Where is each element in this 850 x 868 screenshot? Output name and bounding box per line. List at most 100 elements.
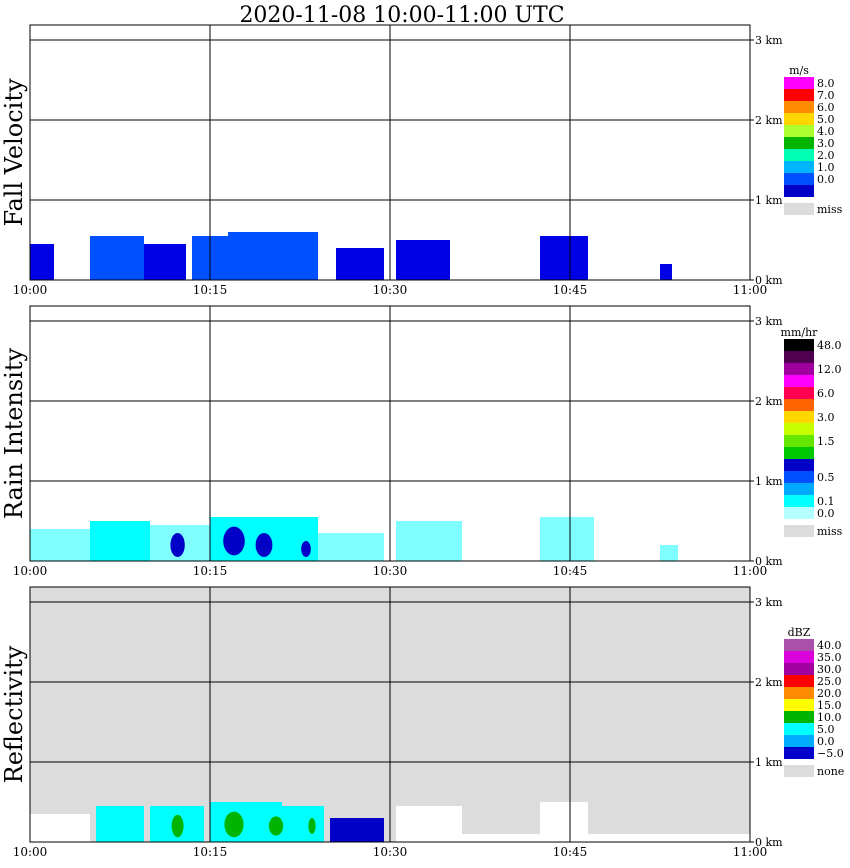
legend-label: 48.0 <box>817 339 842 352</box>
legend-label: 4.0 <box>817 125 835 138</box>
legend-label: 0.1 <box>817 495 835 508</box>
legend-swatch <box>784 723 814 735</box>
panel-reflectivity: 0 km 1 km 2 km 3 km 10:00 10:15 10:30 10:45 11:0… <box>0 586 844 859</box>
legend-label: 8.0 <box>817 77 835 90</box>
y-tick-label: 2 km <box>755 676 783 689</box>
y-tick-label: 1 km <box>755 194 783 207</box>
legend-swatch <box>784 687 814 699</box>
legend-swatch <box>784 675 814 687</box>
echo-region <box>96 806 144 842</box>
x-tick-label: 10:30 <box>373 283 408 297</box>
x-tick-label: 10:00 <box>13 283 48 297</box>
echo-region <box>30 529 90 561</box>
legend-swatch <box>784 113 814 125</box>
echo-region <box>660 545 678 561</box>
y-axis-label: Reflectivity <box>0 645 28 783</box>
legend-label: 3.0 <box>817 411 835 424</box>
chart-title: 2020-11-08 10:00-11:00 UTC <box>239 3 564 28</box>
x-tick-label: 11:00 <box>733 283 768 297</box>
echo-region <box>282 806 324 842</box>
x-tick-label: 10:45 <box>553 283 588 297</box>
x-tick-label: 10:30 <box>373 564 408 578</box>
legend-label: 0.0 <box>817 173 835 186</box>
x-tick-label: 11:00 <box>733 564 768 578</box>
echo-region <box>540 802 588 842</box>
legend-label: 40.0 <box>817 639 842 652</box>
x-tick-label: 10:30 <box>373 845 408 859</box>
legend-swatch <box>784 483 814 495</box>
echo-core <box>255 533 273 557</box>
y-tick-label: 0 km <box>755 555 783 568</box>
legend-label: 0.0 <box>817 507 835 520</box>
legend-swatch <box>784 203 814 215</box>
legend-label: miss <box>817 203 843 216</box>
y-tick-label: 0 km <box>755 274 783 287</box>
x-tick-label: 10:45 <box>553 564 588 578</box>
legend-label: 12.0 <box>817 363 842 376</box>
plot-frame <box>29 586 751 843</box>
legend-swatch <box>784 507 814 519</box>
legend-label: 3.0 <box>817 137 835 150</box>
y-tick-label: 3 km <box>755 34 783 47</box>
legend-swatch <box>784 125 814 137</box>
plot-frame <box>29 24 751 281</box>
legend-swatch <box>784 101 814 113</box>
echo-core <box>268 816 284 836</box>
legend-label: 7.0 <box>817 89 835 102</box>
legend-swatch <box>784 399 814 411</box>
echo-core <box>301 541 311 557</box>
echo-core <box>171 814 184 838</box>
x-tick-label: 10:00 <box>13 845 48 859</box>
legend-swatch <box>784 149 814 161</box>
legend-swatch <box>784 765 814 777</box>
legend-swatch <box>784 471 814 483</box>
legend-unit: m/s <box>789 64 809 77</box>
legend-swatch <box>784 387 814 399</box>
legend-swatch <box>784 459 814 471</box>
echo-core <box>170 533 185 557</box>
echo-core <box>308 818 316 834</box>
echo-region <box>396 240 450 280</box>
legend-label: 5.0 <box>817 113 835 126</box>
legend-swatch <box>784 639 814 651</box>
plot-frame <box>29 305 751 562</box>
echo-region <box>336 248 384 280</box>
legend-label: 1.5 <box>817 435 835 448</box>
legend-swatch <box>784 339 814 351</box>
echo-region <box>144 244 186 280</box>
legend-label: 10.0 <box>817 711 842 724</box>
panel-rain-intensity: 0 km 1 km 2 km 3 km 10:00 10:15 10:30 10:45 11:0… <box>0 305 843 578</box>
echo-region <box>396 806 462 842</box>
legend-label: 6.0 <box>817 101 835 114</box>
legend-swatch <box>784 495 814 507</box>
legend-unit: mm/hr <box>781 326 819 339</box>
y-tick-label: 3 km <box>755 596 783 609</box>
x-tick-label: 10:15 <box>193 564 228 578</box>
legend-label: 6.0 <box>817 387 835 400</box>
echo-region <box>90 236 144 280</box>
y-tick-label: 1 km <box>755 756 783 769</box>
legend-swatch <box>784 375 814 387</box>
echo-region <box>330 818 384 842</box>
y-tick-label: 0 km <box>755 836 783 849</box>
legend-label: 15.0 <box>817 699 842 712</box>
legend-label: miss <box>817 525 843 538</box>
legend-swatch <box>784 363 814 375</box>
legend-label: 0.0 <box>817 735 835 748</box>
echo-region <box>462 834 750 842</box>
y-tick-label: 1 km <box>755 475 783 488</box>
panel-fall-velocity: 0 km 1 km 2 km 3 km 10:00 10:15 10:30 10:45 11:0… <box>0 24 843 297</box>
legend-swatch <box>784 137 814 149</box>
legend-label: 20.0 <box>817 687 842 700</box>
echo-region <box>540 517 594 561</box>
echo-core <box>223 526 245 556</box>
x-tick-label: 10:45 <box>553 845 588 859</box>
echo-region <box>228 232 318 280</box>
y-tick-label: 3 km <box>755 315 783 328</box>
y-tick-label: 2 km <box>755 114 783 127</box>
legend-label: −5.0 <box>817 747 844 760</box>
legend-swatch <box>784 411 814 423</box>
legend-label: 0.5 <box>817 471 835 484</box>
echo-region <box>30 244 54 280</box>
